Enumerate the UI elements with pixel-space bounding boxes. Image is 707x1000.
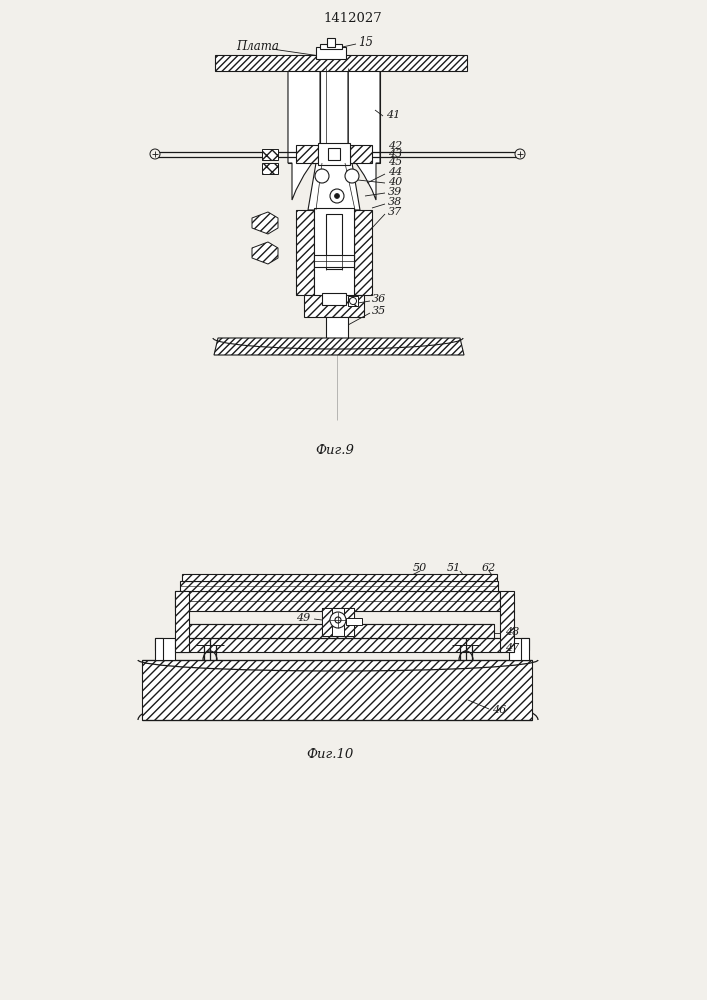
Bar: [182, 574, 497, 581]
Bar: [180, 581, 498, 591]
Text: 38: 38: [388, 197, 402, 207]
Bar: [142, 660, 532, 720]
Bar: [318, 143, 350, 165]
Bar: [322, 608, 354, 636]
Polygon shape: [252, 242, 278, 264]
Text: 44: 44: [388, 167, 402, 177]
Polygon shape: [509, 638, 529, 660]
Text: 51: 51: [447, 563, 461, 573]
Bar: [326, 214, 342, 269]
Circle shape: [349, 298, 356, 304]
Text: 35: 35: [372, 306, 386, 316]
Polygon shape: [155, 638, 175, 660]
Circle shape: [150, 149, 160, 159]
Bar: [175, 591, 500, 611]
Bar: [320, 68, 348, 163]
Bar: [314, 255, 354, 267]
Bar: [326, 317, 348, 339]
Text: 40: 40: [388, 177, 402, 187]
Text: 48: 48: [505, 627, 519, 637]
Bar: [354, 210, 372, 295]
Bar: [175, 591, 189, 652]
Bar: [348, 68, 380, 163]
Polygon shape: [252, 212, 278, 234]
Bar: [180, 624, 494, 638]
Bar: [155, 638, 163, 660]
Text: Плата: Плата: [236, 39, 279, 52]
Circle shape: [330, 189, 344, 203]
Text: 45: 45: [388, 157, 402, 167]
Circle shape: [334, 194, 339, 198]
Bar: [304, 295, 364, 317]
Text: Фиг.9: Фиг.9: [315, 444, 354, 456]
Circle shape: [345, 169, 359, 183]
Bar: [328, 148, 340, 160]
Bar: [262, 149, 278, 160]
Text: 37: 37: [388, 207, 402, 217]
Bar: [215, 55, 467, 71]
Bar: [350, 145, 372, 163]
Text: 1412027: 1412027: [324, 11, 382, 24]
Text: 43: 43: [388, 149, 402, 159]
Bar: [316, 47, 346, 59]
Polygon shape: [288, 68, 320, 200]
Bar: [320, 44, 342, 49]
Text: 42: 42: [388, 141, 402, 151]
Polygon shape: [308, 163, 360, 210]
Text: 50: 50: [413, 563, 427, 573]
Bar: [296, 145, 318, 163]
Text: 41: 41: [386, 110, 400, 120]
Text: 49: 49: [296, 613, 310, 623]
Text: Фиг.10: Фиг.10: [306, 748, 354, 762]
Bar: [262, 163, 278, 174]
Bar: [521, 638, 529, 660]
Bar: [327, 38, 335, 47]
Text: 39: 39: [388, 187, 402, 197]
Polygon shape: [214, 338, 464, 355]
Text: 15: 15: [358, 35, 373, 48]
Text: 46: 46: [492, 705, 506, 715]
Bar: [288, 68, 320, 163]
Circle shape: [330, 612, 346, 628]
Text: 47: 47: [505, 643, 519, 653]
Bar: [175, 638, 501, 652]
Bar: [348, 296, 358, 306]
Bar: [500, 591, 514, 652]
Bar: [314, 208, 354, 297]
Circle shape: [335, 617, 341, 623]
Polygon shape: [348, 68, 380, 200]
Bar: [322, 608, 332, 636]
Bar: [322, 293, 346, 305]
Bar: [296, 210, 314, 295]
Circle shape: [515, 149, 525, 159]
Text: 36: 36: [372, 294, 386, 304]
Bar: [344, 608, 354, 636]
Circle shape: [315, 169, 329, 183]
Bar: [346, 618, 362, 625]
Text: 62: 62: [482, 563, 496, 573]
